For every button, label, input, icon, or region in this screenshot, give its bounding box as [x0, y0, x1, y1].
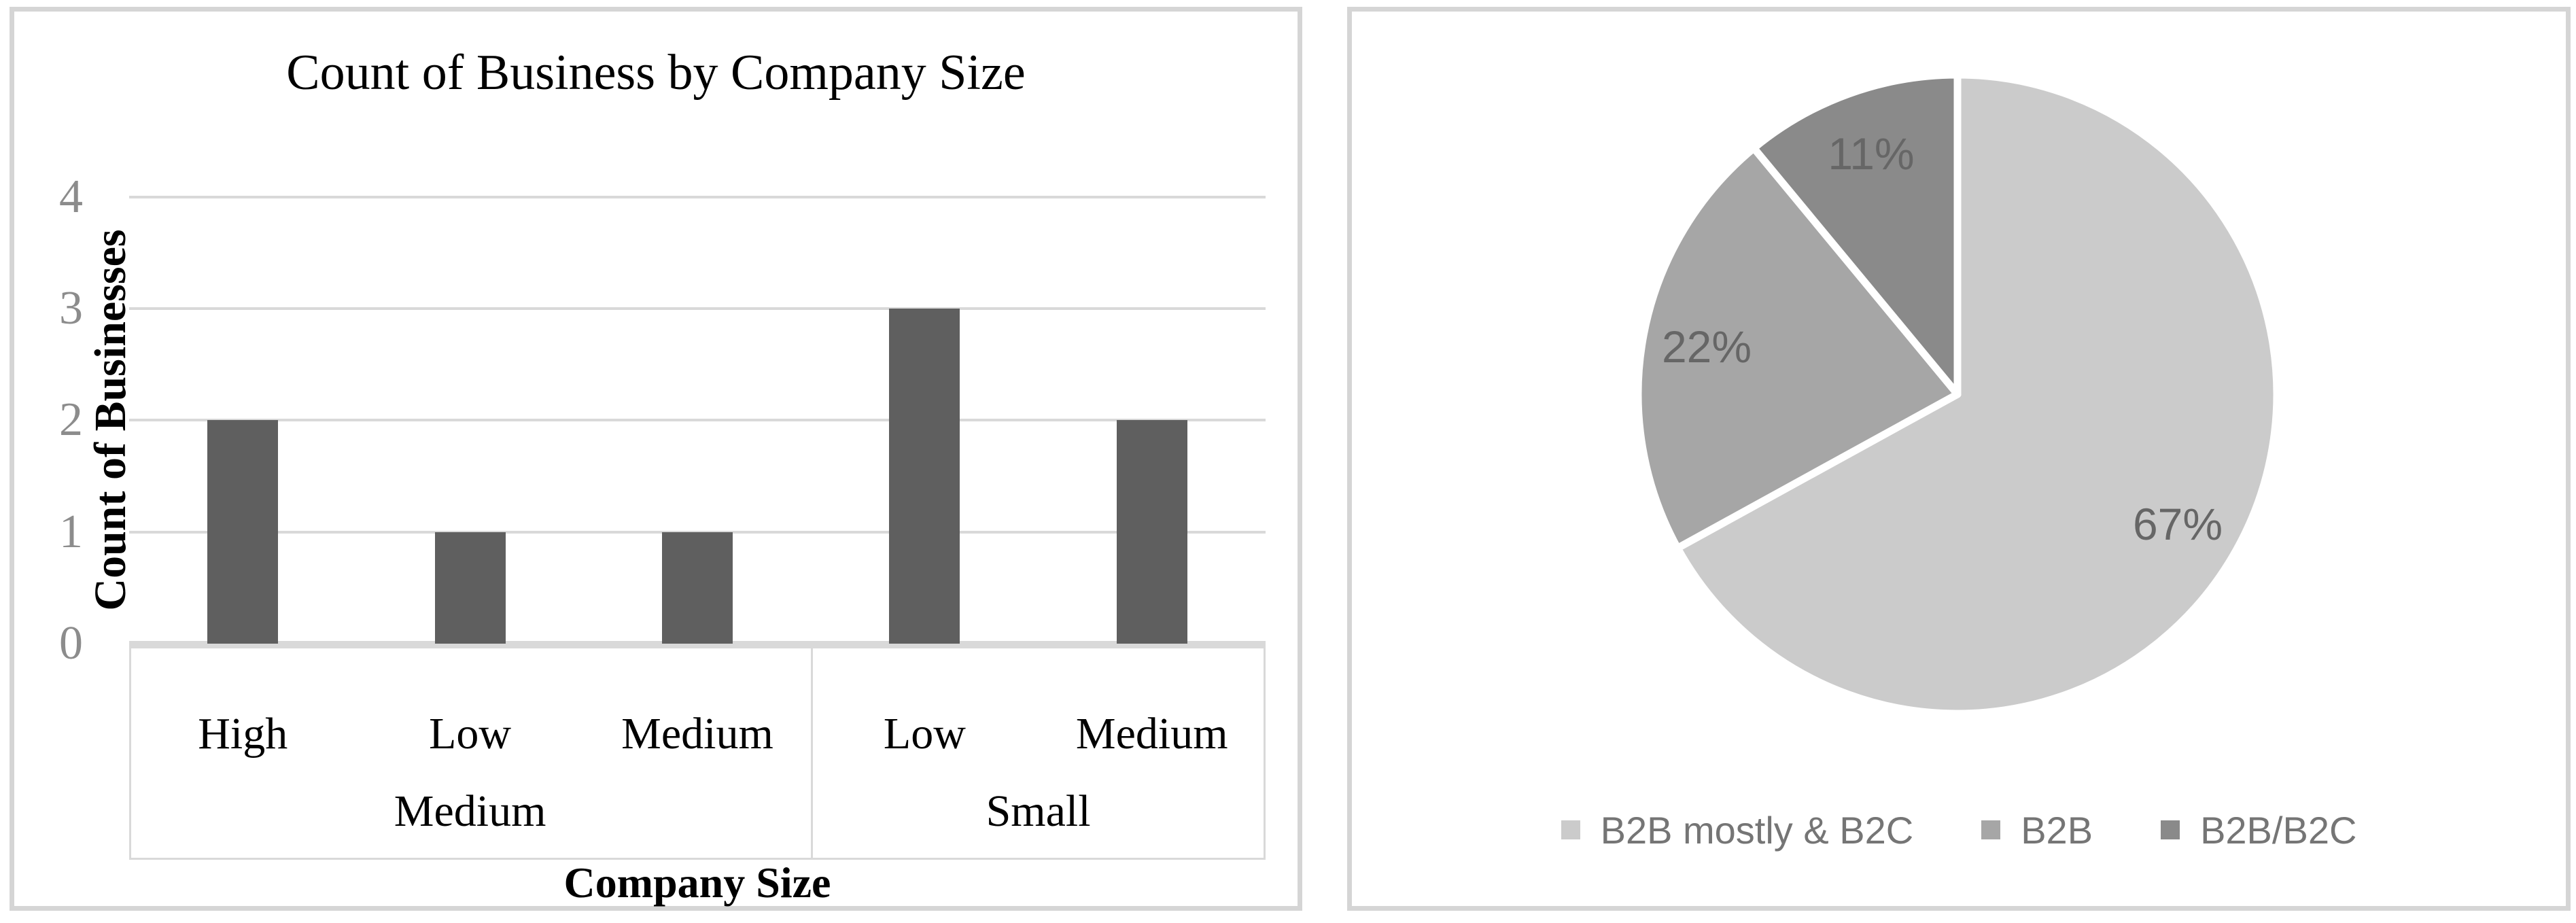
pie-chart-area: 67% 22% 11% B2B mostly & B2C B2B B2B/B2C: [1352, 12, 2566, 906]
category-label: Medium: [621, 709, 773, 759]
y-tick-label: 1: [59, 505, 83, 558]
category-label: Medium: [1075, 709, 1228, 759]
category-axis-box: [129, 646, 1266, 860]
legend-swatch-icon: [1981, 820, 2001, 839]
gridline: [129, 307, 1266, 311]
legend-item: B2B: [1981, 808, 2093, 852]
group-label: Medium: [394, 786, 546, 836]
pie-chart: 67% 22% 11%: [1634, 71, 2281, 718]
pie-percent-label: 11%: [1828, 128, 1914, 179]
legend-item: B2B mostly & B2C: [1561, 808, 1914, 852]
group-divider: [811, 646, 814, 860]
x-axis-title: Company Size: [563, 858, 831, 907]
legend-item: B2B/B2C: [2161, 808, 2356, 852]
legend-label: B2B mostly & B2C: [1600, 808, 1914, 852]
group-label: Small: [986, 786, 1091, 836]
legend-swatch-icon: [2161, 820, 2180, 839]
pie-slice-b2b: [1634, 144, 1962, 552]
y-axis-title: Count of Businesses: [86, 229, 135, 611]
legend-swatch-icon: [1561, 820, 1580, 839]
bar-medium-value-1: [662, 532, 733, 644]
category-label-row: High Low Medium Low Medium: [129, 707, 1266, 761]
y-tick-label: 4: [59, 170, 83, 223]
gridline: [129, 419, 1266, 422]
y-tick-label: 0: [59, 617, 83, 669]
category-label: High: [198, 709, 288, 759]
pie-slice-b2b-mostly-b2c: [1673, 71, 2281, 718]
category-label: Low: [883, 709, 966, 759]
pie-percent-label: 22%: [1662, 321, 1752, 372]
group-label-row: Medium Small: [129, 784, 1266, 839]
pie-percent-label: 67%: [2133, 499, 2223, 549]
pie-chart-panel: 67% 22% 11% B2B mostly & B2C B2B B2B/B2C: [1347, 7, 2571, 911]
x-axis-line: [129, 641, 1266, 646]
legend-label: B2B: [2021, 808, 2093, 852]
bar-medium-value-2: [1116, 420, 1187, 644]
bar-low-value-3: [889, 309, 960, 644]
category-label: Low: [429, 709, 512, 759]
bar-low-value-1: [434, 532, 506, 644]
gridline: [129, 195, 1266, 198]
legend-label: B2B/B2C: [2200, 808, 2357, 852]
y-tick-label: 3: [59, 282, 83, 335]
bar-chart-title: Count of Business by Company Size: [286, 45, 1026, 101]
bar-high-value-2: [207, 420, 279, 644]
pie-slice-b2b-b2c: [1750, 71, 1962, 398]
y-tick-label: 2: [59, 394, 83, 447]
pie-legend: B2B mostly & B2C B2B B2B/B2C: [1352, 803, 2566, 857]
